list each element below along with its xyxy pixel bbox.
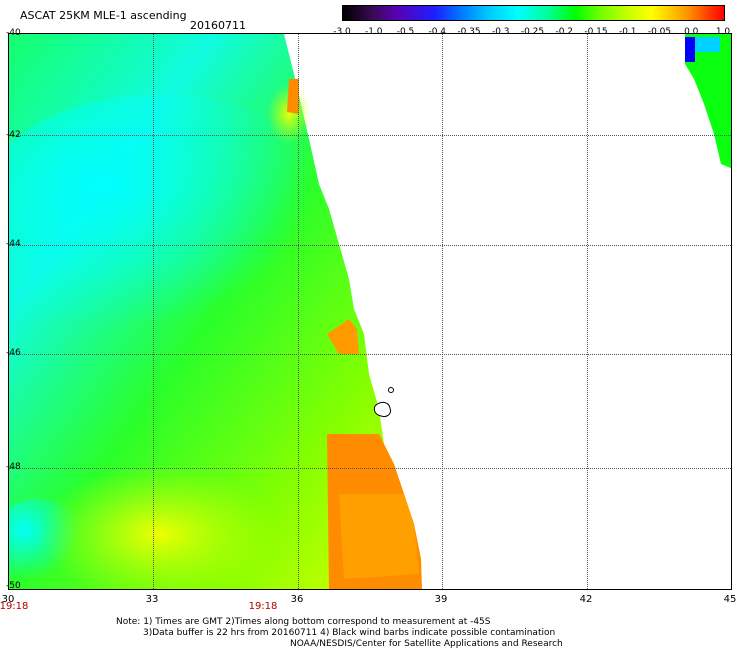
footer-credit: NOAA/NESDIS/Center for Satellite Applica… — [290, 639, 563, 649]
color-scale-tick: 0.0 — [684, 27, 699, 37]
color-scale-bar — [342, 5, 725, 21]
color-scale-tick: 1.0 — [715, 27, 731, 37]
grid-lat-46 — [9, 354, 731, 355]
grid-lat-44 — [9, 245, 731, 246]
product-title: ASCAT 25KM MLE-1 ascending — [20, 9, 187, 22]
color-scale-tick: -0.4 — [428, 27, 447, 37]
swath-data-svg — [9, 34, 731, 589]
east-swath — [685, 34, 731, 169]
lon-label-30: 30 — [1, 594, 15, 605]
time-label-center: 19:18 — [248, 601, 278, 612]
grid-lat-48 — [9, 468, 731, 469]
lat-label-44: -44 — [6, 239, 21, 249]
time-label-west: 19:18 — [0, 601, 29, 612]
east-swath-cyan-cell — [695, 37, 720, 52]
lat-label-50: -50 — [6, 581, 21, 591]
swath-map[interactable] — [8, 33, 732, 590]
lat-label-40: -40 — [6, 28, 21, 38]
color-scale-tick: -0.25 — [520, 27, 545, 37]
east-swath-blue-cell — [685, 37, 695, 62]
orange-patch-mid — [327, 319, 359, 354]
lon-label-42: 42 — [579, 594, 593, 605]
footer-note-2: 3)Data buffer is 22 hrs from 20160711 4)… — [143, 628, 556, 638]
lat-label-42: -42 — [6, 130, 21, 140]
grid-lon-36 — [298, 34, 299, 589]
color-scale-tick: -0.05 — [647, 27, 672, 37]
color-scale-tick: -0.15 — [584, 27, 608, 37]
lon-label-45: 45 — [723, 594, 737, 605]
color-scale-tick: -3.0 — [333, 27, 351, 37]
color-scale-tick: -0.35 — [457, 27, 481, 37]
color-scale-tick: -0.5 — [396, 27, 415, 37]
lon-label-33: 33 — [145, 594, 159, 605]
color-scale-tick: -1.0 — [364, 27, 383, 37]
lat-label-48: -48 — [6, 462, 21, 472]
color-scale-tick: -0.3 — [491, 27, 510, 37]
product-date: 20160711 — [190, 19, 246, 32]
islet-outline — [388, 387, 394, 393]
lon-label-39: 39 — [434, 594, 448, 605]
grid-lon-39 — [442, 34, 443, 589]
orange-patch-south-inner — [339, 494, 419, 579]
grid-lat-42 — [9, 135, 731, 136]
yellow-region-south — [39, 464, 279, 589]
lat-label-46: -46 — [6, 348, 21, 358]
color-scale-tick: -0.2 — [555, 27, 574, 37]
island-outline — [373, 401, 391, 417]
cyan-region — [9, 94, 349, 354]
orange-patch-north — [287, 79, 299, 114]
grid-lon-33 — [153, 34, 154, 589]
color-scale-tick: -0.1 — [618, 27, 637, 37]
grid-lon-42 — [587, 34, 588, 589]
yellow-region-north — [267, 84, 311, 144]
footer-note-1: Note: 1) Times are GMT 2)Times along bot… — [116, 617, 491, 627]
lon-label-36: 36 — [290, 594, 304, 605]
